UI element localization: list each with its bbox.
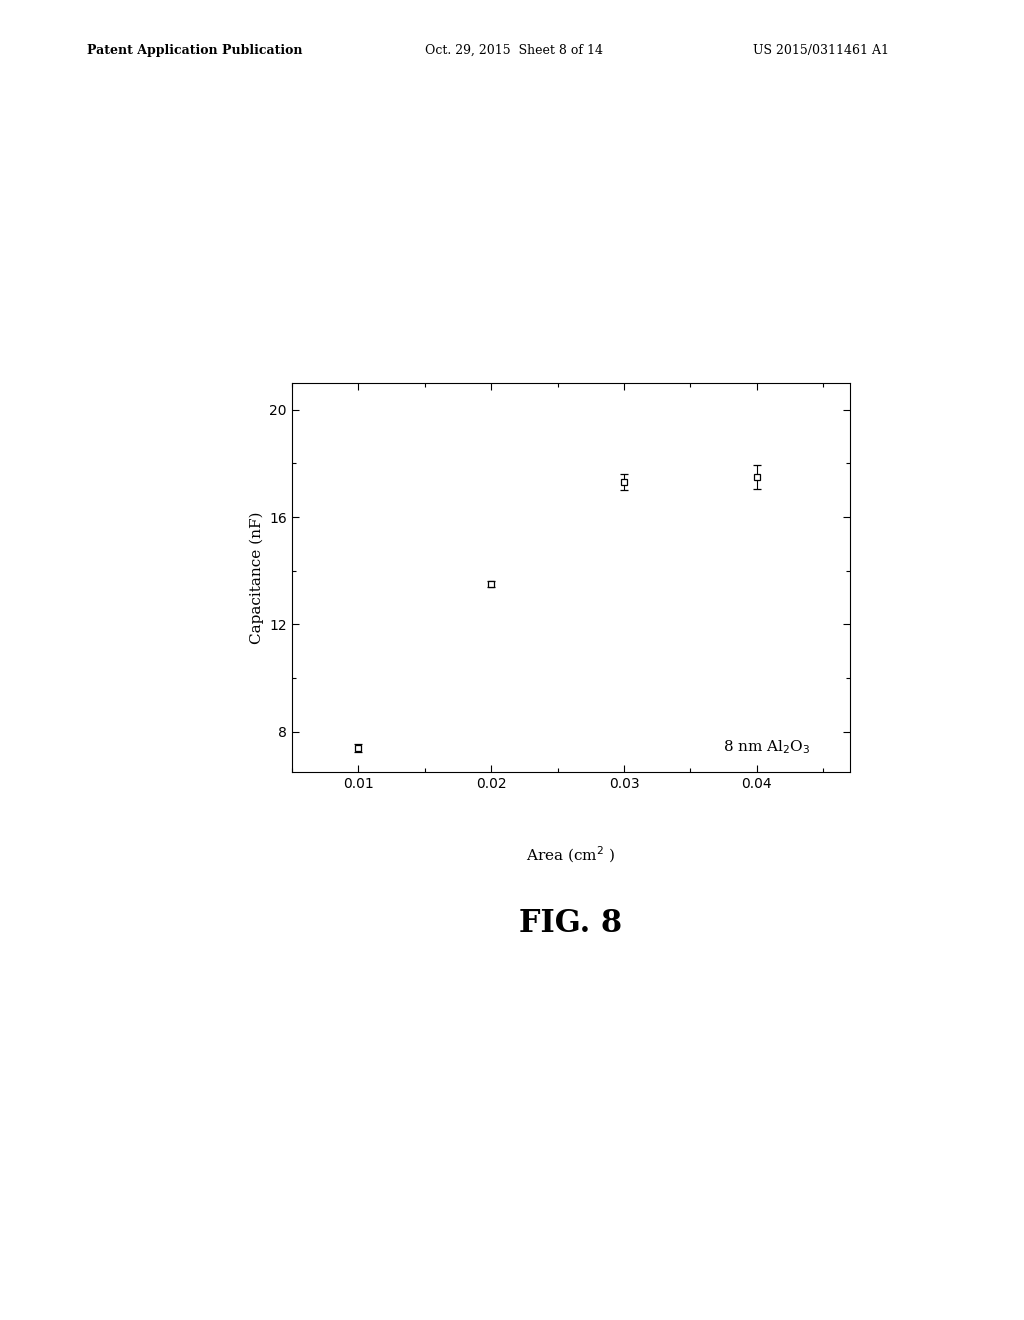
Text: US 2015/0311461 A1: US 2015/0311461 A1 [753, 44, 889, 57]
Text: Oct. 29, 2015  Sheet 8 of 14: Oct. 29, 2015 Sheet 8 of 14 [425, 44, 603, 57]
Y-axis label: Capacitance (nF): Capacitance (nF) [249, 511, 263, 644]
Text: Area (cm$^2$ ): Area (cm$^2$ ) [526, 845, 615, 865]
Text: Patent Application Publication: Patent Application Publication [87, 44, 302, 57]
Text: 8 nm Al$_2$O$_3$: 8 nm Al$_2$O$_3$ [723, 738, 810, 756]
Text: FIG. 8: FIG. 8 [519, 908, 623, 939]
